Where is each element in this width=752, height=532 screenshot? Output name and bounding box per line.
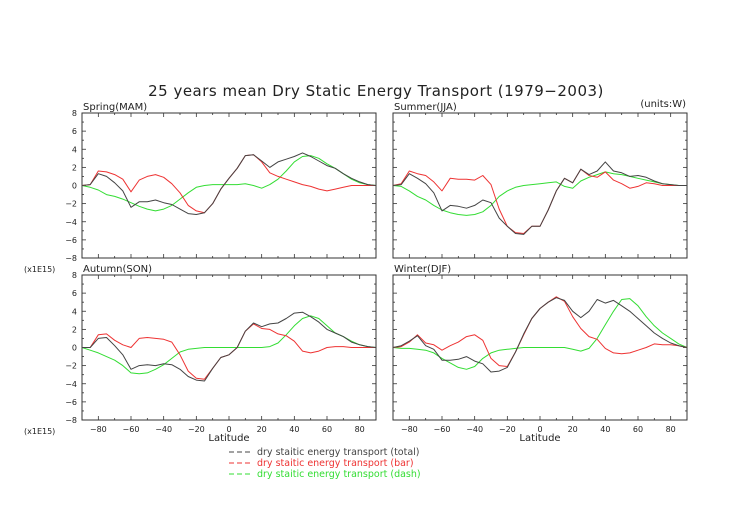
scale-note-bottom: (x1E15)	[24, 427, 55, 436]
chart-title: 25 years mean Dry Static Energy Transpor…	[148, 82, 604, 100]
legend-entry-label: dry staitic energy transport (bar)	[257, 458, 414, 469]
y-tick-label: 6	[72, 127, 77, 136]
legend-entry-label: dry staitic energy transport (dash)	[257, 469, 421, 480]
x-axis-label-left: Latitude	[208, 433, 249, 444]
panel-springmam: Spring(MAM) 8 6 4 2 0 −2 −4 −6 −8	[65, 102, 377, 263]
x-tick-label: 40	[600, 425, 610, 434]
x-tick-label: −60	[434, 425, 451, 434]
scale-note-top: (x1E15)	[24, 265, 55, 274]
x-tick-label: 0	[537, 425, 542, 434]
x-tick-label: 60	[322, 425, 332, 434]
series-line-dash	[81, 155, 377, 212]
y-tick-label: 6	[72, 289, 77, 298]
y-tick-label: −2	[65, 362, 77, 371]
y-tick-label: 8	[72, 271, 77, 280]
series-line-total	[392, 297, 688, 373]
x-tick-label: −80	[90, 425, 107, 434]
series-line-bar	[392, 168, 687, 234]
y-tick-label: −6	[65, 398, 77, 407]
x-tick-label: 60	[633, 425, 643, 434]
panel-title: Winter(DJF)	[394, 264, 451, 275]
panel-title: Spring(MAM)	[83, 102, 147, 113]
series-line-dash	[81, 315, 377, 375]
y-tick-label: −4	[65, 218, 77, 227]
y-tick-label: 8	[72, 109, 77, 118]
series-line-bar	[392, 296, 688, 367]
panel-title: Summer(JJA)	[394, 102, 457, 113]
y-tick-label: −6	[65, 236, 77, 245]
y-tick-label: 4	[72, 307, 77, 316]
x-axis-label-right: Latitude	[519, 433, 560, 444]
legend: dry staitic energy transport (total)dry …	[229, 447, 421, 480]
series-line-dash	[392, 171, 687, 216]
x-tick-label: 0	[226, 425, 231, 434]
x-tick-label: 20	[257, 425, 267, 434]
x-tick-label: 20	[568, 425, 578, 434]
panel-title: Autumn(SON)	[83, 264, 152, 275]
panel-summerjja: Summer(JJA)	[392, 102, 688, 259]
x-tick-label: −40	[466, 425, 483, 434]
x-axis-labels: Latitude Latitude	[208, 433, 560, 444]
x-tick-label: 80	[355, 425, 365, 434]
legend-entry-label: dry staitic energy transport (total)	[257, 447, 420, 458]
y-tick-label: 4	[72, 145, 77, 154]
plot-frame	[81, 112, 377, 259]
panels-group: Spring(MAM)86420−2−4−6−8Summer(JJA)Autum…	[65, 102, 688, 434]
x-tick-label: 40	[289, 425, 299, 434]
series-line-bar	[81, 154, 376, 214]
y-tick-label: −4	[65, 380, 77, 389]
y-tick-label: 0	[72, 344, 77, 353]
x-tick-label: −20	[188, 425, 205, 434]
y-tick-label: 2	[72, 163, 77, 172]
x-tick-label: −40	[155, 425, 172, 434]
x-tick-label: 80	[666, 425, 676, 434]
y-tick-label: −8	[65, 416, 77, 425]
x-tick-label: −80	[401, 425, 418, 434]
y-tick-label: 2	[72, 325, 77, 334]
y-tick-label: −2	[65, 200, 77, 209]
y-tick-label: −8	[65, 254, 77, 263]
units-note: (units:W)	[640, 99, 686, 110]
y-tick-label: 0	[72, 182, 77, 191]
series-line-bar	[82, 323, 376, 380]
x-tick-label: −20	[499, 425, 516, 434]
x-tick-label: −60	[123, 425, 140, 434]
series-line-total	[392, 161, 687, 235]
panel-winterdjf: Winter(DJF) −80 −60 −40 −20 0 20 40 60 80	[392, 264, 688, 434]
